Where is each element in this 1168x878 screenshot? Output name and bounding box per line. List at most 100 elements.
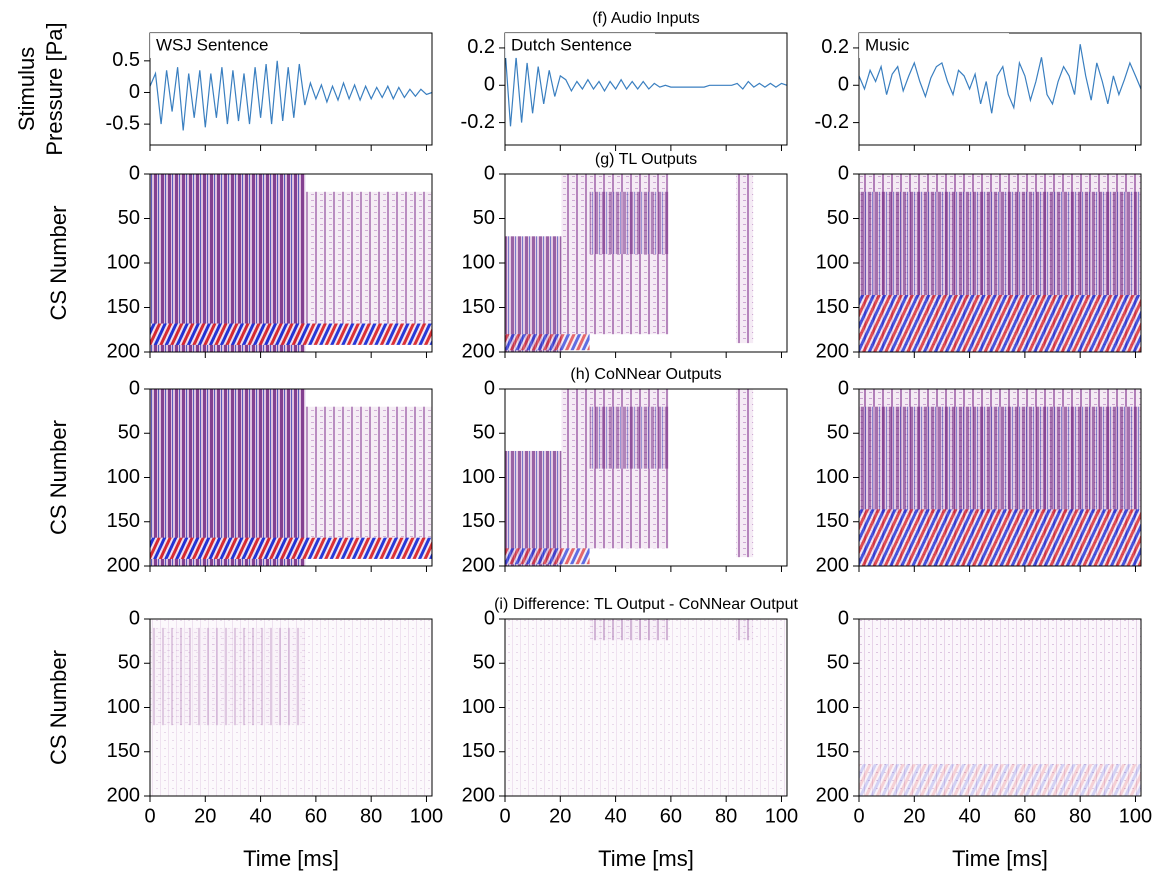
y-tick-label: 50	[827, 207, 849, 229]
x-tick-label: 80	[360, 805, 382, 827]
y-tick-label: 150	[107, 510, 140, 532]
heatmap-texture	[859, 295, 1141, 352]
heatmap-texture	[859, 191, 1141, 299]
waveform	[504, 47, 788, 127]
y-tick-label: 0	[838, 162, 849, 184]
y-tick-label: 50	[827, 422, 849, 444]
heatmap-texture	[305, 406, 432, 540]
y-tick-label: 100	[816, 466, 849, 488]
y-tick-label: 0.2	[467, 36, 495, 58]
heatmap-texture	[859, 509, 1141, 566]
y-tick-label: -0.2	[815, 111, 849, 133]
heatmap-texture	[736, 619, 754, 641]
y-tick-label: 200	[816, 554, 849, 576]
y-tick-label: 100	[107, 251, 140, 273]
y-tick-label: 0	[129, 81, 140, 103]
y-tick-label: 200	[107, 340, 140, 362]
row-title: (h) CoNNear Outputs	[570, 366, 721, 383]
y-tick-label: 0	[129, 607, 140, 629]
x-tick-label: 80	[1069, 805, 1091, 827]
y-tick-label: -0.5	[106, 112, 140, 134]
y-axis-label: Pressure [Pa]	[42, 22, 67, 155]
x-tick-label: 20	[903, 805, 925, 827]
heatmap-texture	[305, 191, 432, 326]
y-tick-label: 100	[107, 696, 140, 718]
y-tick-label: 150	[107, 296, 140, 318]
y-tick-label: 150	[816, 510, 849, 532]
x-tick-label: 60	[305, 805, 327, 827]
y-tick-label: 50	[473, 652, 495, 674]
heatmap-texture	[505, 450, 562, 566]
x-tick-label: 100	[765, 805, 798, 827]
panel-annotation: Music	[865, 35, 910, 54]
heatmap-texture	[505, 619, 787, 796]
y-tick-label: 0	[129, 377, 140, 399]
y-tick-label: 200	[462, 784, 495, 806]
y-tick-label: 200	[107, 784, 140, 806]
x-tick-label: 80	[715, 805, 737, 827]
x-axis-label: Time [ms]	[598, 846, 694, 871]
y-tick-label: 150	[816, 296, 849, 318]
heatmap-texture	[505, 334, 590, 351]
x-tick-label: 40	[249, 805, 271, 827]
heatmap-texture	[150, 323, 432, 345]
x-tick-label: 0	[499, 805, 510, 827]
x-tick-label: 40	[604, 805, 626, 827]
heatmap-texture	[150, 389, 306, 566]
panel-annotation: Dutch Sentence	[511, 35, 632, 54]
y-tick-label: 100	[462, 696, 495, 718]
y-tick-label: 0.2	[821, 36, 849, 58]
heatmap-texture	[736, 389, 754, 558]
y-tick-label: 50	[118, 207, 140, 229]
y-tick-label: 200	[816, 340, 849, 362]
x-tick-label: 0	[853, 805, 864, 827]
y-tick-label: 100	[816, 696, 849, 718]
y-tick-label: 150	[462, 296, 495, 318]
y-tick-label: 50	[118, 652, 140, 674]
y-tick-label: 150	[462, 740, 495, 762]
y-tick-label: 150	[462, 510, 495, 532]
y-tick-label: 50	[473, 422, 495, 444]
y-axis-label: Stimulus	[14, 47, 39, 131]
row-title: (g) TL Outputs	[595, 151, 697, 168]
heatmap-texture	[589, 191, 669, 255]
y-tick-label: 150	[107, 740, 140, 762]
heatmap-texture	[505, 236, 562, 352]
row-title: (f) Audio Inputs	[592, 10, 700, 27]
heatmap-texture	[859, 406, 1141, 513]
y-axis-label: CS Number	[46, 650, 71, 765]
x-tick-label: 100	[1119, 805, 1152, 827]
y-tick-label: 50	[473, 207, 495, 229]
waveform	[858, 44, 1142, 114]
y-tick-label: 0	[484, 607, 495, 629]
y-tick-label: 0	[484, 74, 495, 96]
heatmap-texture	[589, 619, 669, 641]
annotation-box	[859, 33, 1009, 58]
y-tick-label: 0	[484, 162, 495, 184]
x-tick-label: 0	[144, 805, 155, 827]
y-tick-label: -0.2	[461, 111, 495, 133]
x-tick-label: 100	[410, 805, 443, 827]
waveform	[149, 60, 433, 131]
y-tick-label: 50	[118, 422, 140, 444]
x-axis-label: Time [ms]	[952, 846, 1048, 871]
heatmap-texture	[505, 548, 590, 565]
panel-annotation: WSJ Sentence	[156, 35, 268, 54]
heatmap-texture	[150, 537, 432, 559]
y-tick-label: 0	[484, 377, 495, 399]
annotation-box	[150, 33, 300, 58]
row-title: (i) Difference: TL Output - CoNNear Outp…	[494, 596, 798, 613]
y-axis-label: CS Number	[46, 420, 71, 535]
x-tick-label: 20	[194, 805, 216, 827]
y-tick-label: 0.5	[112, 49, 140, 71]
y-tick-label: 100	[462, 466, 495, 488]
x-tick-label: 60	[1014, 805, 1036, 827]
heatmap-texture	[150, 174, 306, 352]
y-tick-label: 50	[827, 652, 849, 674]
annotation-box	[505, 33, 655, 58]
y-tick-label: 0	[129, 162, 140, 184]
y-tick-label: 100	[462, 251, 495, 273]
y-tick-label: 0	[838, 377, 849, 399]
y-tick-label: 200	[462, 340, 495, 362]
